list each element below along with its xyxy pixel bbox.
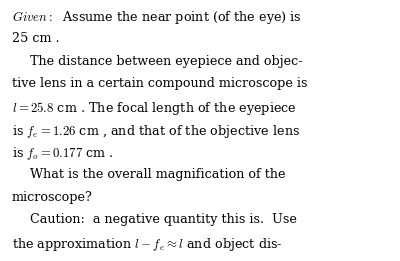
Text: $l = 25.8$ cm . The focal length of the eyepiece: $l = 25.8$ cm . The focal length of the … [12, 100, 297, 117]
Text: is $f_e = 1.26$ cm , and that of the objective lens: is $f_e = 1.26$ cm , and that of the obj… [12, 123, 300, 140]
Text: The distance between eyepiece and objec-: The distance between eyepiece and objec- [30, 55, 302, 68]
Text: Caution:  a negative quantity this is.  Use: Caution: a negative quantity this is. Us… [30, 213, 297, 227]
Text: What is the overall magnification of the: What is the overall magnification of the [30, 168, 286, 181]
Text: the approximation $l - f_e \approx l$ and object dis-: the approximation $l - f_e \approx l$ an… [12, 236, 282, 253]
Text: microscope?: microscope? [12, 191, 93, 204]
Text: is $f_o = 0.177$ cm .: is $f_o = 0.177$ cm . [12, 145, 114, 162]
Text: tance $d_o$ is approximately the focal length $f_o$.: tance $d_o$ is approximately the focal l… [12, 259, 301, 261]
Text: 25 cm .: 25 cm . [12, 32, 60, 45]
Text: tive lens in a certain compound microscope is: tive lens in a certain compound microsco… [12, 77, 308, 90]
Text: $\mathit{Given:}$  Assume the near point (of the eye) is: $\mathit{Given:}$ Assume the near point … [12, 9, 302, 26]
